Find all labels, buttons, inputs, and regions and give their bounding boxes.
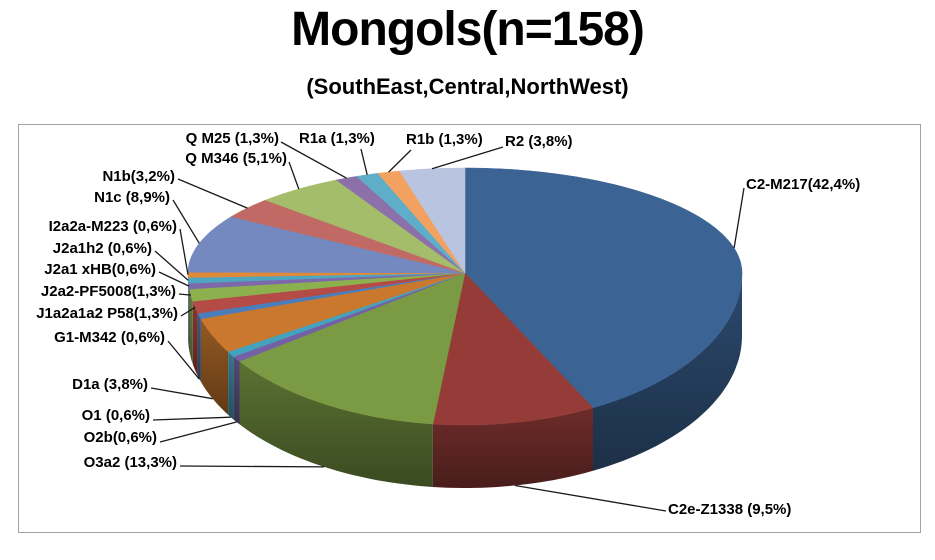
pie-slice-side-C2e-Z1338 xyxy=(432,407,593,488)
pie-label-N1c: N1c (8,9%) xyxy=(94,189,170,206)
pie-label-Q-M25: Q M25 (1,3%) xyxy=(185,130,279,147)
pie-label-R2: R2 (3,8%) xyxy=(505,133,573,150)
leader-line-O1 xyxy=(152,416,231,421)
leader-line-R2 xyxy=(431,146,504,170)
pie-label-J2a2-PF5008: J2a2-PF5008(1,3%) xyxy=(40,283,176,300)
pie-label-G1-M342: G1-M342 (0,6%) xyxy=(54,329,165,346)
leader-line-N1b xyxy=(177,178,248,209)
pie-label-R1b: R1b (1,3%) xyxy=(406,131,483,148)
leader-line-C2-M217 xyxy=(733,187,745,249)
pie-slice-side-O1 xyxy=(228,351,234,420)
pie-label-C2-M217: C2-M217(42,4%) xyxy=(746,176,861,193)
chart-title: Mongols(n=158) xyxy=(291,3,645,56)
pie-label-C2e-Z1338: C2e-Z1338 (9,5%) xyxy=(668,501,792,518)
leader-line-Q-M346 xyxy=(288,161,300,190)
pie-label-J1a2a1a2-P58: J1a2a1a2 P58(1,3%) xyxy=(36,305,178,322)
leader-line-G1-M342 xyxy=(167,340,200,380)
pie-label-Q-M346: Q M346 (5,1%) xyxy=(185,150,287,167)
pie-slice-side-D1a xyxy=(200,318,229,415)
leader-line-J2a1-xHB xyxy=(158,271,190,287)
pie-slice-side-G1-M342 xyxy=(197,313,201,382)
leader-line-Q-M25 xyxy=(280,141,347,179)
leader-line-O2b xyxy=(159,421,237,443)
pie-label-J2a1-xHB: J2a1 xHB(0,6%) xyxy=(44,261,156,278)
pie-slice-D1a xyxy=(200,272,466,352)
pie-slice-C2e-Z1338 xyxy=(432,272,594,426)
leader-line-J2a1h2 xyxy=(154,250,189,281)
leader-line-J1a2a1a2-P58 xyxy=(180,306,196,317)
leader-line-I2a2a-M223 xyxy=(179,228,189,275)
pie-slice-O3a2 xyxy=(238,272,466,425)
pie-label-N1b: N1b(3,2%) xyxy=(102,168,175,185)
leader-line-D1a xyxy=(150,387,213,400)
leader-line-R1a xyxy=(360,148,368,175)
leader-line-R1b xyxy=(388,149,412,173)
pie-slice-side-C2-M217 xyxy=(593,273,742,471)
pie-label-O2b: O2b(0,6%) xyxy=(83,429,157,446)
pie-label-I2a2a-M223: I2a2a-M223 (0,6%) xyxy=(48,218,177,235)
pie-slice-side-O3a2 xyxy=(239,361,433,487)
pie-slice-side-J2a2-PF5008 xyxy=(189,289,193,365)
pie-label-R1a: R1a (1,3%) xyxy=(299,130,375,147)
pie-slice-side-J1a2a1a2-P58 xyxy=(192,301,198,377)
pie-slice-side-J2a1-xHB xyxy=(188,283,190,352)
pie-label-O3a2: O3a2 (13,3%) xyxy=(83,454,177,471)
leader-line-J2a2-PF5008 xyxy=(178,293,191,296)
leader-line-C2e-Z1338 xyxy=(514,484,667,512)
pie-label-J2a1h2: J2a1h2 (0,6%) xyxy=(52,240,152,257)
pie-slice-side-O2b xyxy=(233,356,240,425)
pie-label-D1a: D1a (3,8%) xyxy=(72,376,148,393)
leader-line-N1c xyxy=(172,199,200,244)
pie-label-O1: O1 (0,6%) xyxy=(81,407,150,424)
leader-line-O3a2 xyxy=(179,465,325,468)
chart-subtitle: (SouthEast,Central,NorthWest) xyxy=(306,74,629,99)
